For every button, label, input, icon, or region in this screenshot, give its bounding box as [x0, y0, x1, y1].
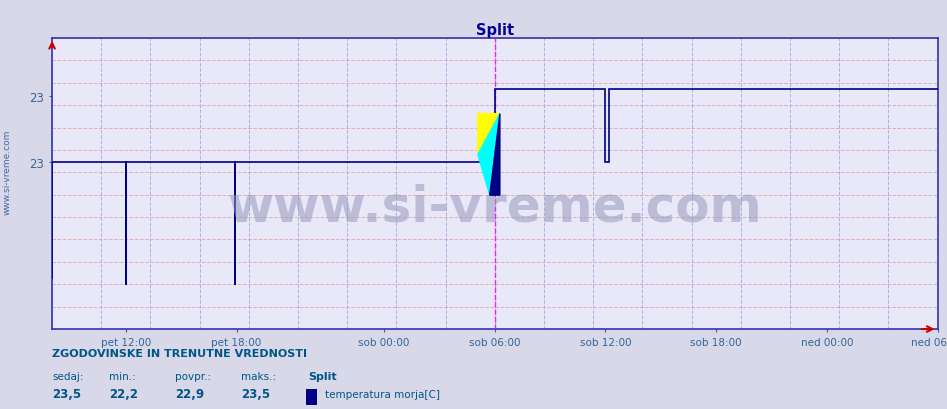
Text: povpr.:: povpr.:: [175, 371, 211, 382]
Text: temperatura morja[C]: temperatura morja[C]: [325, 389, 439, 399]
Text: min.:: min.:: [109, 371, 135, 382]
Text: 23,5: 23,5: [241, 387, 271, 400]
Polygon shape: [490, 115, 500, 196]
Text: 22,2: 22,2: [109, 387, 138, 400]
Text: 23,5: 23,5: [52, 387, 81, 400]
Text: Split: Split: [308, 371, 336, 382]
Text: www.si-vreme.com: www.si-vreme.com: [227, 183, 762, 231]
Text: www.si-vreme.com: www.si-vreme.com: [2, 129, 11, 214]
Text: sedaj:: sedaj:: [52, 371, 83, 382]
Text: ZGODOVINSKE IN TRENUTNE VREDNOSTI: ZGODOVINSKE IN TRENUTNE VREDNOSTI: [52, 348, 307, 358]
Polygon shape: [478, 115, 500, 155]
Text: maks.:: maks.:: [241, 371, 277, 382]
Polygon shape: [478, 115, 500, 196]
Text: 22,9: 22,9: [175, 387, 205, 400]
Title: Split: Split: [475, 23, 514, 38]
